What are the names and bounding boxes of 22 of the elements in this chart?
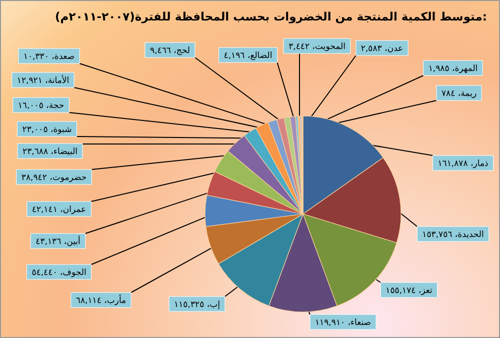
slice-label: صعدة، ١٠,٣٣٠ xyxy=(23,52,75,62)
slice-label: الضالع، ٤,١٩٦ xyxy=(224,51,272,61)
slice-label: عدن، ٢,٥٨٣ xyxy=(360,44,404,54)
slice-label: الجوف، ٥٤,٤٤٠ xyxy=(32,268,86,278)
slice-label: الحديدة، ١٥٣,٧٥٦ xyxy=(422,230,484,240)
slice-label: البيضاء، ٢٣,٦٨٨ xyxy=(22,147,78,157)
slice-label: حضرموت، ٣٨,٩٤٢ xyxy=(21,173,87,183)
slice-label: حجة، ١٦,٠٠٥ xyxy=(18,101,64,111)
slice-label: المحويت، ٣,٤٤٢ xyxy=(288,42,346,52)
slice-label: لحج، ٩,٤٦٦ xyxy=(150,46,190,56)
slice-label: إب، ١١٥,٣٢٥ xyxy=(174,300,220,310)
slice-label: أبين، ٤٣,١٣٦ xyxy=(36,235,80,247)
slice-label: المهرة، ١,٩٨٥ xyxy=(428,64,478,74)
slice-label: عمران، ٤٢,١٤١ xyxy=(32,205,86,215)
slice-label: صنعاء، ١١٩,٩١٠ xyxy=(314,318,372,328)
slice-label: تعز، ١٥٥,١٧٤ xyxy=(386,286,433,296)
slice-label: شبوة، ٢٣,٠٠٥ xyxy=(22,125,72,135)
slice-label: مأرب، ٦٨,١١٤ xyxy=(76,294,126,306)
slice-label: الأمانة، ١٢,٩٢١ xyxy=(16,74,70,86)
slice-label: ذمار، ١٦١,٨٧٨ xyxy=(438,159,489,169)
slice-label: ريمة، ٧٨٤ xyxy=(441,89,477,99)
chart-title: متوسط الكمية المنتجة من الخضروات بحسب المحافظة للفترة(٢٠٠٧-٢٠١١م): xyxy=(55,10,487,24)
